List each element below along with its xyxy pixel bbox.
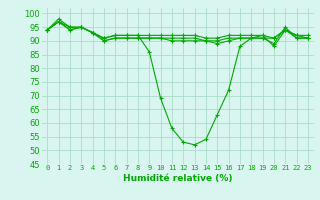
X-axis label: Humidité relative (%): Humidité relative (%) <box>123 174 232 183</box>
